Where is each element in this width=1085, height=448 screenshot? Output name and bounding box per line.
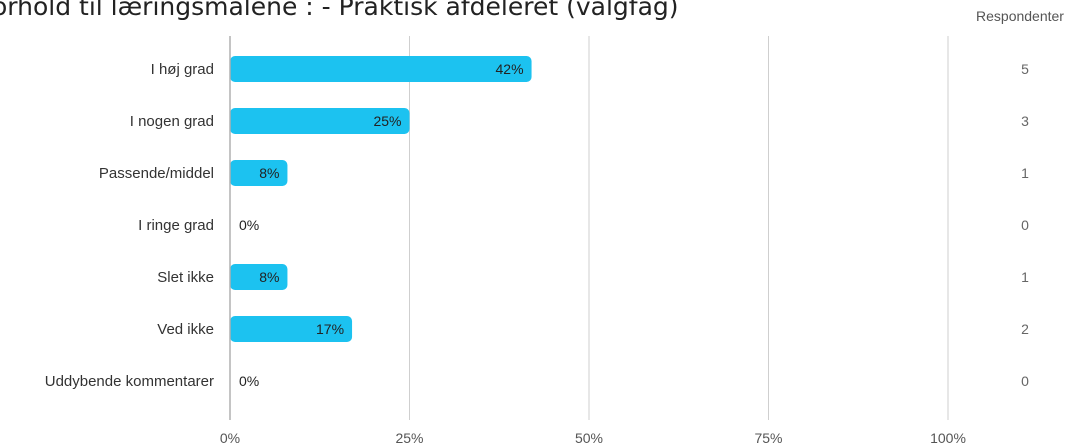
x-tick-label: 75% xyxy=(754,430,782,446)
respondent-count: 3 xyxy=(1021,113,1029,129)
x-tick-label: 25% xyxy=(395,430,423,446)
respondent-count: 1 xyxy=(1021,165,1029,181)
category-label: I ringe grad xyxy=(138,217,214,234)
bar xyxy=(230,264,288,290)
chart-title: orhold til læringsmålene : - Praktisk af… xyxy=(0,0,679,21)
respondent-count: 0 xyxy=(1021,217,1029,233)
respondent-count: 1 xyxy=(1021,269,1029,285)
x-tick-label: 0% xyxy=(220,430,240,446)
x-tick-label: 50% xyxy=(575,430,603,446)
value-label: 8% xyxy=(259,269,279,285)
category-label: Slet ikke xyxy=(157,269,214,286)
value-label: 0% xyxy=(239,373,259,389)
value-label: 8% xyxy=(259,165,279,181)
category-label: Passende/middel xyxy=(99,165,214,182)
category-label: Uddybende kommentarer xyxy=(45,373,214,390)
value-label: 25% xyxy=(373,113,401,129)
respondents-header: Respondenter xyxy=(976,8,1064,24)
category-label: I nogen grad xyxy=(130,113,214,130)
respondent-count: 0 xyxy=(1021,373,1029,389)
bar xyxy=(230,56,532,82)
bar xyxy=(230,160,288,186)
category-label: I høj grad xyxy=(151,61,214,78)
respondent-count: 5 xyxy=(1021,61,1029,77)
bar xyxy=(230,316,353,342)
bar xyxy=(230,108,410,134)
category-label: Ved ikke xyxy=(157,321,214,338)
value-label: 0% xyxy=(239,217,259,233)
respondent-count: 2 xyxy=(1021,321,1029,337)
x-tick-label: 100% xyxy=(930,430,966,446)
value-label: 17% xyxy=(316,321,344,337)
value-label: 42% xyxy=(496,61,524,77)
